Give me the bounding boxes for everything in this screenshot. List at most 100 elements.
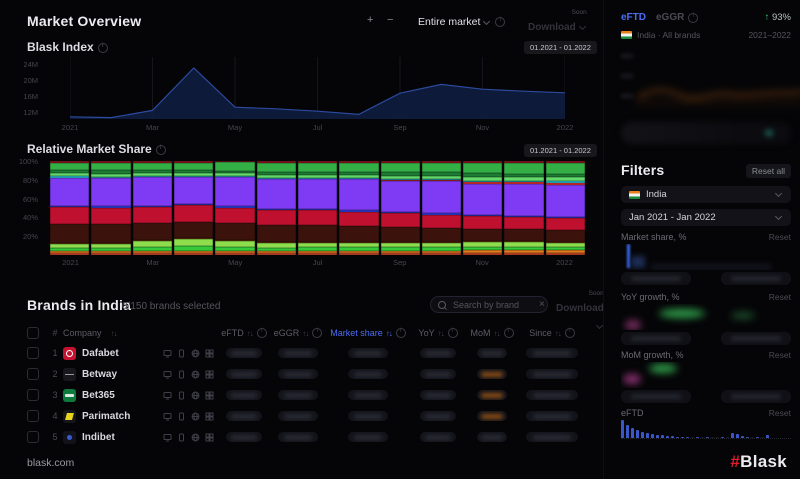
x-tick-label: Mar (146, 123, 159, 132)
company-cell[interactable]: Indibet (63, 430, 159, 444)
row-checkbox[interactable] (27, 368, 47, 380)
tab-eggr[interactable]: eGGR (656, 12, 685, 23)
sort-icon[interactable] (386, 329, 392, 338)
table-row[interactable]: 4 Parimatch (27, 406, 585, 426)
filter-market-share-histogram-blurred[interactable] (621, 244, 791, 270)
seg-orange (215, 251, 255, 254)
sort-icon[interactable] (494, 329, 500, 338)
seg-orange (256, 251, 296, 254)
seg-top-red (132, 161, 172, 163)
column-header-mom[interactable]: MoM (465, 328, 519, 338)
filter-yoy-reset[interactable]: Reset (768, 292, 791, 302)
column-header-yoy[interactable]: YoY (411, 328, 465, 338)
info-icon[interactable] (688, 12, 699, 23)
stacked-column[interactable] (256, 161, 296, 255)
sort-icon[interactable] (438, 329, 444, 338)
stacked-column[interactable] (380, 161, 420, 255)
globe-icon (191, 433, 199, 441)
stacked-column[interactable] (50, 161, 90, 255)
table-row[interactable]: 1 Dafabet (27, 343, 585, 363)
table-row[interactable]: 2 Betway (27, 364, 585, 384)
market-select[interactable]: Entire market (418, 16, 506, 28)
stacked-column[interactable] (545, 161, 586, 255)
sort-icon[interactable] (247, 329, 253, 338)
info-icon[interactable] (155, 144, 166, 155)
stacked-column[interactable] (173, 161, 214, 255)
stacked-column[interactable] (297, 161, 338, 255)
filter-yoy-histogram-blurred[interactable] (621, 304, 791, 330)
range-max-input[interactable] (721, 272, 791, 285)
column-header-company[interactable]: Company (63, 328, 159, 338)
histogram-bar (756, 437, 759, 438)
column-header-market-share[interactable]: Market share (325, 328, 411, 338)
filter-mom-reset[interactable]: Reset (768, 350, 791, 360)
seg-bright-green (421, 247, 462, 251)
download-brands-button[interactable]: Soon Download (556, 290, 604, 334)
range-min-input[interactable] (621, 390, 691, 403)
brand-name: Dafabet (82, 347, 119, 359)
stacked-column[interactable] (91, 161, 131, 255)
seg-dark-green (421, 172, 462, 176)
y-tick-label: 24M (23, 60, 38, 69)
stacked-column[interactable] (421, 161, 462, 255)
row-checkbox[interactable] (27, 410, 47, 422)
column-header-since[interactable]: Since (519, 328, 585, 338)
company-cell[interactable]: Dafabet (63, 346, 159, 360)
column-header-eftd[interactable]: eFTD (217, 328, 271, 338)
seg-bright-green (215, 246, 255, 252)
info-icon[interactable] (395, 328, 406, 338)
y-tick-label: 16M (23, 92, 38, 101)
site-link[interactable]: blask.com (27, 457, 75, 469)
company-cell[interactable]: Bet365 (63, 388, 159, 402)
info-icon[interactable] (256, 328, 267, 338)
range-min-input[interactable] (621, 272, 691, 285)
brand-search[interactable]: × (430, 296, 548, 313)
seg-light-green (173, 173, 214, 176)
info-icon[interactable] (312, 328, 323, 338)
y-tick-label: 20M (23, 76, 38, 85)
stacked-column[interactable] (132, 161, 172, 255)
info-icon[interactable] (447, 328, 458, 338)
country-dropdown[interactable]: India (621, 186, 791, 203)
row-checkbox[interactable] (27, 347, 47, 359)
chevron-down-icon (578, 22, 586, 30)
range-min-input[interactable] (621, 332, 691, 345)
table-row[interactable]: 5 Indibet (27, 427, 585, 447)
company-cell[interactable]: Parimatch (63, 409, 159, 423)
zoom-out-button[interactable]: − (383, 14, 397, 26)
stacked-column[interactable] (504, 161, 544, 255)
reset-all-button[interactable]: Reset all (745, 164, 791, 178)
period-dropdown[interactable]: Jan 2021 - Jan 2022 (621, 209, 791, 226)
range-max-input[interactable] (721, 332, 791, 345)
row-checkbox[interactable] (27, 389, 47, 401)
stacked-column[interactable] (463, 161, 503, 255)
sort-icon[interactable] (555, 329, 561, 338)
info-icon[interactable] (97, 42, 108, 53)
tab-eftd[interactable]: eFTD (621, 12, 646, 23)
company-cell[interactable]: Betway (63, 367, 159, 381)
seg-blue (173, 203, 214, 206)
histogram-bar (666, 436, 669, 438)
filter-eftd-histogram[interactable] (621, 418, 791, 439)
stacked-column[interactable] (215, 161, 255, 255)
info-icon[interactable] (495, 17, 506, 28)
filter-market-share-reset[interactable]: Reset (768, 232, 791, 242)
sort-icon[interactable] (111, 329, 117, 338)
histogram-bar (681, 437, 684, 438)
column-header-eggr[interactable]: eGGR (271, 328, 325, 338)
table-row[interactable]: 3 Bet365 (27, 385, 585, 405)
search-input[interactable] (451, 298, 539, 311)
stacked-column[interactable] (339, 161, 379, 255)
info-icon[interactable] (503, 328, 514, 338)
download-market-button[interactable]: Soon Download (528, 9, 587, 33)
select-all-checkbox[interactable] (27, 327, 47, 339)
seg-dark-green (380, 172, 420, 176)
info-icon[interactable] (564, 328, 575, 338)
range-max-input[interactable] (721, 390, 791, 403)
sort-icon[interactable] (302, 329, 308, 338)
filter-eftd-reset[interactable]: Reset (768, 408, 791, 418)
zoom-in-button[interactable]: + (363, 14, 377, 26)
filter-mom-histogram-blurred[interactable] (621, 362, 791, 388)
row-checkbox[interactable] (27, 431, 47, 443)
close-icon[interactable]: × (539, 298, 545, 310)
